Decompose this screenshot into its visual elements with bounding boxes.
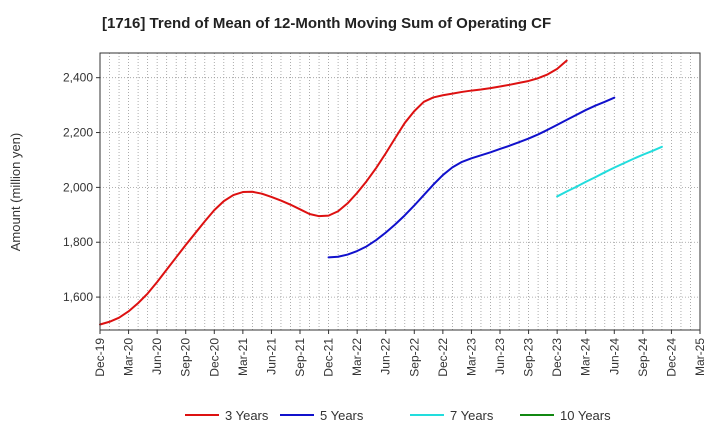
x-tick-label: Jun-20 [150,338,164,375]
x-tick-label: Dec-23 [550,338,564,377]
x-tick-label: Sep-20 [179,338,193,377]
legend: 3 Years 5 Years 7 Years 10 Years [185,408,611,423]
y-axis-title: Amount (million yen) [8,133,23,252]
x-axis: Dec-19 Mar-20 Jun-20 Sep-20 Dec-20 Mar-21 Jun-… [93,330,707,377]
chart-title: [1716] Trend of Mean of 12-Month Moving … [102,15,551,32]
x-tick-label: Mar-21 [236,338,250,376]
y-tick-label: 2,400 [63,71,93,85]
x-tick-label: Dec-20 [207,338,221,377]
x-tick-label: Mar-23 [464,338,478,376]
x-tick-label: Jun-24 [607,338,621,375]
legend-label-7-years: 7 Years [450,408,494,423]
x-tick-label: Dec-19 [93,338,107,377]
x-tick-label: Mar-24 [579,338,593,376]
legend-label-10-years: 10 Years [560,408,611,423]
y-tick-label: 1,800 [63,235,93,249]
series-line-5-years [327,96,616,259]
y-tick-label: 2,000 [63,180,93,194]
x-tick-label: Jun-23 [493,338,507,375]
grid [100,53,700,330]
x-tick-label: Sep-22 [407,338,421,377]
series-line-7-years [556,145,663,198]
x-tick-label: Dec-22 [436,338,450,377]
x-tick-label: Mar-22 [350,338,364,376]
x-tick-label: Mar-20 [122,338,136,376]
x-tick-label: Mar-25 [693,338,707,376]
x-tick-label: Jun-22 [379,338,393,375]
x-tick-label: Sep-21 [293,338,307,377]
x-tick-label: Jun-21 [264,338,278,375]
series-line-3-years [99,59,568,326]
plot-frame [99,52,701,331]
legend-label-5-years: 5 Years [320,408,364,423]
y-axis: 1,600 1,800 2,000 2,200 2,400 [63,71,100,304]
x-tick-label: Dec-24 [664,338,678,377]
x-tick-label: Sep-23 [522,338,536,377]
y-tick-label: 2,200 [63,126,93,140]
legend-label-3-years: 3 Years [225,408,269,423]
series-lines [99,59,663,326]
x-tick-label: Dec-21 [322,338,336,377]
y-tick-label: 1,600 [63,290,93,304]
x-tick-label: Sep-24 [636,338,650,377]
